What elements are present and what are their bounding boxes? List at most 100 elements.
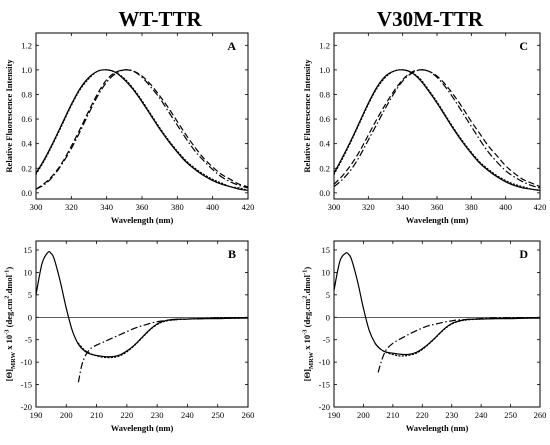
y-axis-label-part: ) [302, 267, 312, 270]
panels: 300 320 340 360 380 400 420 0.0 0.2 0.4 0.6 0.8 1.0 1… [4, 32, 547, 433]
x-tick-label: 250 [504, 410, 517, 420]
y-tick-label: -10 [21, 357, 32, 367]
series-line-dashed [333, 69, 541, 188]
y-tick-label: 10 [24, 267, 33, 277]
y-axis-label-part: [Θ] [302, 369, 312, 381]
x-tick-label: 240 [181, 410, 194, 420]
y-axis-label: Relative Fluorescence Intensity [4, 59, 14, 173]
series-line-dashdot [333, 69, 541, 189]
y-axis-label: [Θ]MRW x 10-3 (deg.cm2.dmol-1) [302, 267, 316, 382]
y-tick-label: 0.8 [319, 89, 330, 99]
y-axis-label-part: MRW [308, 351, 315, 369]
y-tick-label: 15 [322, 245, 331, 255]
x-tick-label: 260 [534, 410, 547, 420]
x-tick-label: 320 [65, 202, 78, 212]
x-axis-label: Wavelength (nm) [406, 423, 469, 433]
x-tick-label: 380 [465, 202, 478, 212]
y-axis-label-part: (deg.cm [4, 299, 14, 330]
x-tick-label: 420 [242, 202, 255, 212]
series-line-dotted [35, 69, 249, 191]
y-tick-label: 5 [326, 290, 330, 300]
y-tick-label: 0.4 [21, 139, 32, 149]
y-tick-label: 1.2 [319, 40, 330, 50]
x-tick-label: 220 [120, 410, 133, 420]
y-axis-label-part: (deg.cm [302, 299, 312, 330]
y-axis-label-part: .dmol [4, 274, 14, 295]
series-line-solid [35, 69, 249, 191]
y-tick-label: 1.2 [21, 40, 32, 50]
panel-letter: A [227, 39, 236, 53]
x-tick-label: 230 [445, 410, 458, 420]
y-axis-label: Relative Fluorescence Intensity [302, 59, 312, 173]
y-tick-label: 0.2 [319, 163, 330, 173]
y-axis-label-part: x 10 [302, 335, 312, 352]
series-line-dotted [374, 317, 541, 357]
y-axis-label-part: -3 [302, 329, 309, 335]
column-title-wt: WT-TTR [118, 7, 202, 31]
x-axis-label: Wavelength (nm) [111, 215, 174, 225]
y-tick-label: 0.6 [21, 114, 32, 124]
y-tick-label: 0.6 [319, 114, 330, 124]
y-tick-label: 0.0 [319, 188, 330, 198]
series-line-dashdot [77, 317, 249, 383]
x-tick-label: 200 [60, 410, 73, 420]
series-line-dashdot [377, 317, 541, 373]
x-axis-label: Wavelength (nm) [111, 423, 174, 433]
x-tick-label: 300 [30, 202, 43, 212]
y-axis-label-part: x 10 [4, 335, 14, 352]
panel-letter: D [519, 247, 528, 261]
series-line-dashdot [35, 69, 249, 190]
x-tick-label: 190 [328, 410, 341, 420]
panel-a: 300 320 340 360 380 400 420 0.0 0.2 0.4 0.6 0.8 1.0 1… [4, 32, 255, 225]
y-axis-label-part: .dmol [302, 274, 312, 295]
y-tick-label: -5 [323, 335, 330, 345]
series-line-dashed [35, 69, 249, 190]
y-axis-label: [Θ]MRW x 10-3 (deg.cm2.dmol-1) [4, 267, 18, 382]
x-tick-label: 200 [357, 410, 370, 420]
y-axis-label-part: ) [4, 267, 14, 270]
x-tick-label: 360 [136, 202, 149, 212]
y-tick-label: 5 [28, 290, 32, 300]
x-tick-label: 380 [171, 202, 184, 212]
x-tick-label: 400 [206, 202, 219, 212]
y-tick-label: 0.0 [21, 188, 32, 198]
y-axis-label-part: -1 [4, 270, 11, 275]
y-tick-label: -15 [319, 380, 330, 390]
series-line-dotted [333, 69, 541, 191]
x-tick-label: 220 [416, 410, 429, 420]
y-tick-label: -15 [21, 380, 32, 390]
y-tick-label: -20 [21, 402, 32, 412]
y-axis-label-part: -3 [4, 329, 11, 335]
y-axis-label-part: -1 [302, 270, 309, 275]
panel-c: 300 320 340 360 380 400 420 0.0 0.2 0.4 0.6 0.8 1.0 1… [302, 32, 547, 225]
x-tick-label: 260 [242, 410, 255, 420]
column-title-v30m: V30M-TTR [377, 7, 484, 31]
y-tick-label: -10 [319, 357, 330, 367]
y-tick-label: -20 [319, 402, 330, 412]
x-tick-label: 240 [475, 410, 488, 420]
y-tick-label: 0 [28, 312, 32, 322]
y-tick-label: 0.4 [319, 139, 330, 149]
y-tick-label: -5 [25, 335, 32, 345]
y-tick-label: 10 [322, 267, 331, 277]
x-tick-label: 340 [396, 202, 409, 212]
plot-frame [35, 32, 249, 200]
series-line-dotted [77, 317, 249, 359]
x-tick-label: 230 [151, 410, 164, 420]
plot-frame [333, 240, 541, 408]
panel-letter: C [519, 39, 528, 53]
x-tick-label: 420 [534, 202, 547, 212]
x-tick-label: 400 [499, 202, 512, 212]
series-line-solid [333, 69, 541, 191]
series-line-solid [333, 252, 541, 356]
y-tick-label: 0.2 [21, 163, 32, 173]
x-tick-label: 320 [362, 202, 375, 212]
panel-letter: B [228, 247, 236, 261]
y-axis-label-part: 2 [4, 296, 11, 299]
x-tick-label: 210 [90, 410, 103, 420]
series-line-solid [35, 250, 249, 358]
x-tick-label: 360 [431, 202, 444, 212]
y-axis-label-part: [Θ] [4, 369, 14, 381]
